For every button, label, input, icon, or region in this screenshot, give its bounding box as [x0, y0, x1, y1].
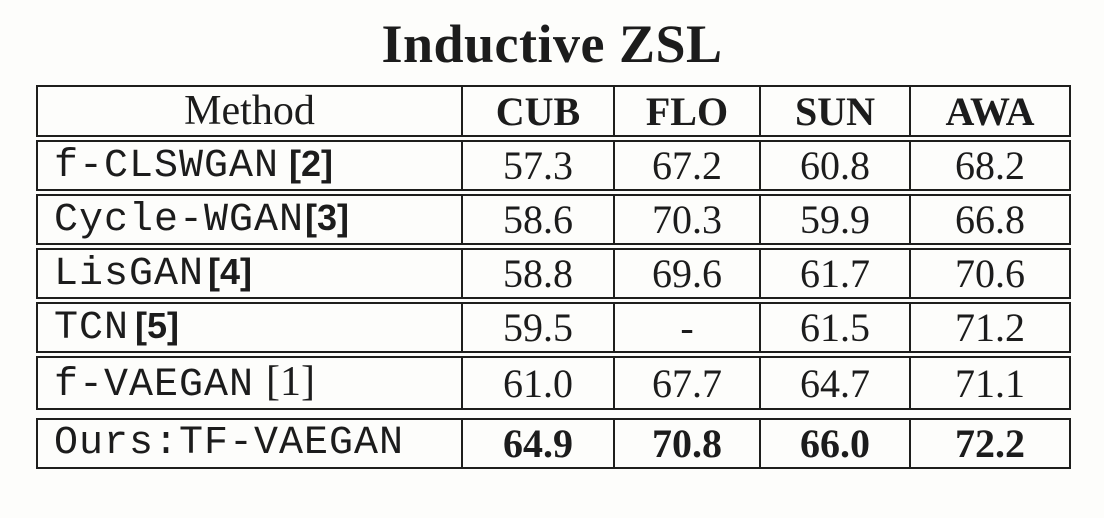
value-cell: - — [615, 302, 761, 353]
value-cell: 71.1 — [911, 356, 1071, 410]
method-name: f-VAEGAN — [54, 363, 255, 408]
col-header-awa: AWA — [911, 85, 1071, 137]
value-cell: 60.8 — [761, 140, 911, 191]
header-row: Method CUB FLO SUN AWA — [36, 85, 1071, 137]
col-header-cub: CUB — [463, 85, 615, 137]
value-cell: 67.2 — [615, 140, 761, 191]
method-name: TCN — [54, 305, 130, 351]
ours-value-cell: 64.9 — [463, 418, 615, 469]
value-cell: 57.3 — [463, 140, 615, 191]
value-cell: 61.7 — [761, 248, 911, 299]
results-table: Method CUB FLO SUN AWA f-CLSWGAN [2] 57.3… — [36, 82, 1071, 413]
value-cell: 69.6 — [615, 248, 761, 299]
value-cell: 70.6 — [911, 248, 1071, 299]
value-cell: 67.7 — [615, 356, 761, 410]
method-cell: f-CLSWGAN [2] — [36, 140, 463, 191]
citation-ref: [4] — [208, 250, 253, 292]
table-row: f-VAEGAN [1] 61.0 67.7 64.7 71.1 — [36, 356, 1071, 410]
value-cell: 66.8 — [911, 194, 1071, 245]
value-cell: 71.2 — [911, 302, 1071, 353]
value-cell: 61.0 — [463, 356, 615, 410]
col-header-flo: FLO — [615, 85, 761, 137]
method-cell: f-VAEGAN [1] — [36, 356, 463, 410]
table-row: Cycle-WGAN[3] 58.6 70.3 59.9 66.8 — [36, 194, 1071, 245]
value-cell: 58.6 — [463, 194, 615, 245]
method-name: f-CLSWGAN — [54, 143, 280, 189]
value-cell: 61.5 — [761, 302, 911, 353]
value-cell: 70.3 — [615, 194, 761, 245]
citation-ref: [5] — [135, 304, 180, 346]
value-cell: 58.8 — [463, 248, 615, 299]
method-name: Cycle-WGAN — [54, 197, 305, 243]
method-cell: Cycle-WGAN[3] — [36, 194, 463, 245]
table-row: LisGAN [4] 58.8 69.6 61.7 70.6 — [36, 248, 1071, 299]
citation-ref: [1] — [266, 359, 316, 405]
value-cell: 68.2 — [911, 140, 1071, 191]
ours-method-cell: Ours:TF-VAEGAN — [36, 418, 463, 469]
col-header-sun: SUN — [761, 85, 911, 137]
method-cell: TCN [5] — [36, 302, 463, 353]
method-cell: LisGAN [4] — [36, 248, 463, 299]
value-cell: 59.9 — [761, 194, 911, 245]
value-cell: 64.7 — [761, 356, 911, 410]
table-row: f-CLSWGAN [2] 57.3 67.2 60.8 68.2 — [36, 140, 1071, 191]
ours-value-cell: 66.0 — [761, 418, 911, 469]
citation-ref: [2] — [289, 142, 334, 184]
value-cell: 59.5 — [463, 302, 615, 353]
ours-row: Ours:TF-VAEGAN 64.9 70.8 66.0 72.2 — [36, 418, 1071, 469]
ours-value-cell: 70.8 — [615, 418, 761, 469]
table-row: TCN [5] 59.5 - 61.5 71.2 — [36, 302, 1071, 353]
page-title: Inductive ZSL — [381, 14, 723, 74]
ours-value-cell: 72.2 — [911, 418, 1071, 469]
citation-ref: [3] — [305, 196, 350, 238]
col-header-method: Method — [36, 85, 463, 137]
method-name: LisGAN — [54, 251, 205, 297]
ours-table: Ours:TF-VAEGAN 64.9 70.8 66.0 72.2 — [36, 415, 1071, 472]
